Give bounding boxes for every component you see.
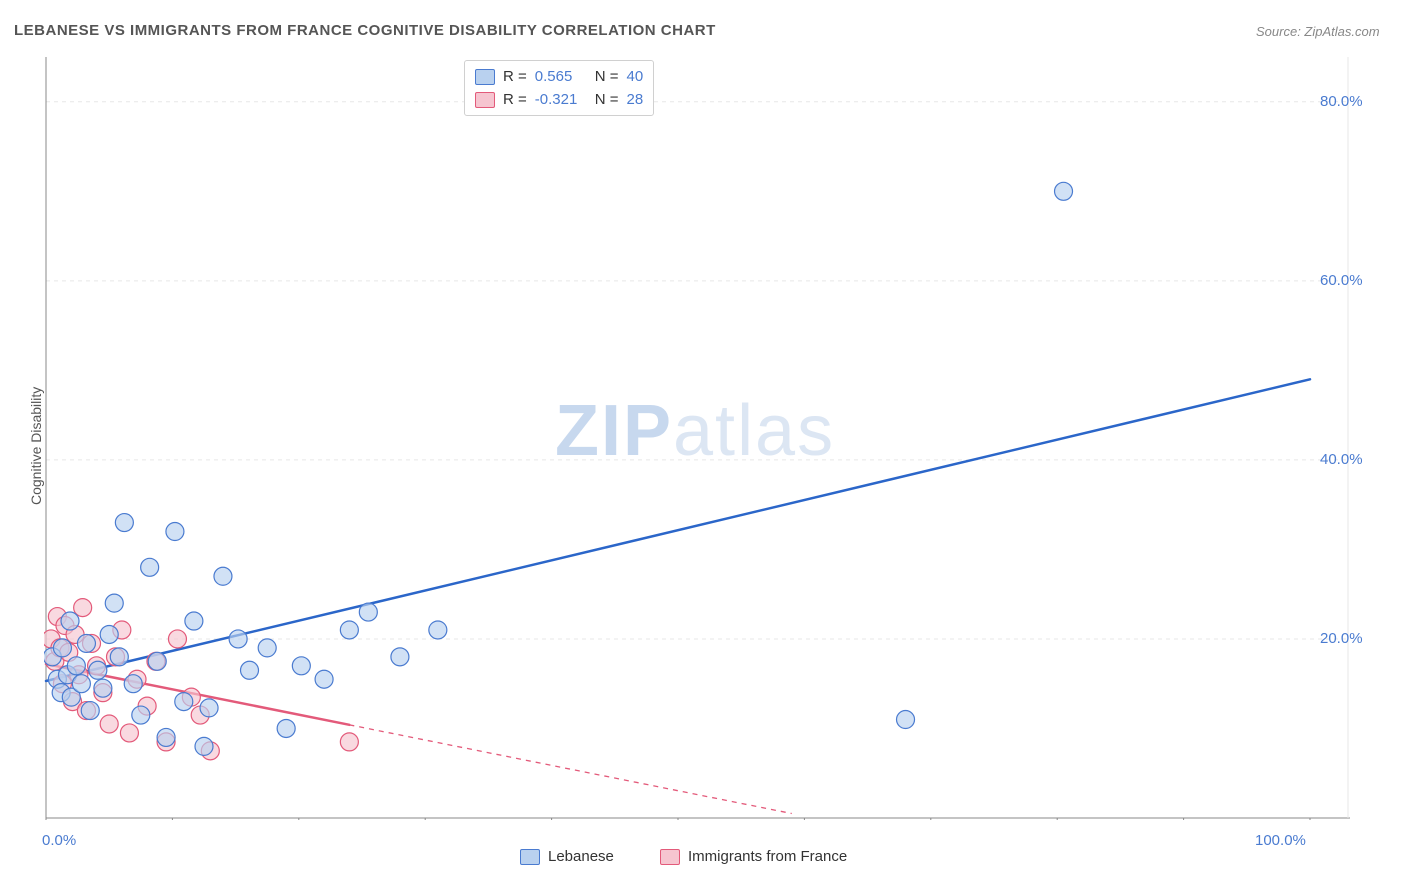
y-tick-label: 40.0% — [1320, 451, 1363, 468]
legend-row: R = 0.565 N = 40 — [475, 65, 643, 88]
plot-svg — [44, 55, 1350, 820]
series-legend-item: Immigrants from France — [660, 848, 847, 865]
legend-r-label: R = — [503, 68, 527, 85]
scatter-plot — [44, 55, 1350, 820]
x-tick-label: 0.0% — [42, 832, 76, 849]
chart-title: LEBANESE VS IMMIGRANTS FROM FRANCE COGNI… — [14, 22, 716, 39]
x-tick-label: 100.0% — [1255, 832, 1306, 849]
source-attribution: Source: ZipAtlas.com — [1256, 24, 1380, 39]
y-tick-label: 60.0% — [1320, 272, 1363, 289]
y-tick-label: 20.0% — [1320, 630, 1363, 647]
legend-swatch — [475, 69, 495, 85]
legend-n-label: N = — [595, 91, 619, 108]
legend-r-value: 0.565 — [535, 68, 587, 85]
legend-r-value: -0.321 — [535, 91, 587, 108]
y-tick-label: 80.0% — [1320, 93, 1363, 110]
legend-n-label: N = — [595, 68, 619, 85]
legend-n-value: 28 — [627, 91, 644, 108]
series-legend-item: Lebanese — [520, 848, 614, 865]
y-axis-label: Cognitive Disability — [28, 387, 44, 505]
legend-swatch — [660, 849, 680, 865]
legend-r-label: R = — [503, 91, 527, 108]
legend-series-label: Lebanese — [548, 848, 614, 865]
legend-series-label: Immigrants from France — [688, 848, 847, 865]
legend-row: R = -0.321 N = 28 — [475, 88, 643, 111]
legend-swatch — [475, 92, 495, 108]
correlation-legend: R = 0.565 N = 40 R = -0.321 N = 28 — [464, 60, 654, 116]
legend-n-value: 40 — [627, 68, 644, 85]
legend-swatch — [520, 849, 540, 865]
